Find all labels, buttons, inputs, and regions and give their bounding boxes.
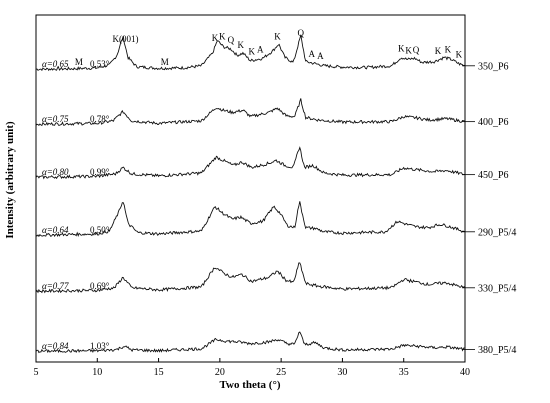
series-line	[35, 146, 465, 180]
peak-annotations: MK(001)MK K QKK AK QA AK K Q K KK	[75, 28, 463, 67]
series-name-label: 290_P5/4	[478, 227, 516, 238]
x-tick-label: 35	[399, 367, 409, 378]
x-tick-label: 30	[337, 367, 347, 378]
peak-label: Q	[298, 28, 305, 38]
plot-frame	[35, 14, 466, 363]
peak-label: K	[435, 46, 442, 56]
alpha-label: α=0.75	[42, 114, 69, 124]
peak-label: K	[237, 40, 244, 50]
axes: 5 10 15 20 25 30 35 40	[34, 14, 470, 378]
x-tick-label: 40	[460, 367, 470, 378]
peak-label: K(001)	[112, 34, 138, 44]
angle-label: 0.50°	[90, 225, 110, 235]
peak-label: A	[257, 45, 264, 55]
alpha-label: α=0.65	[42, 59, 69, 69]
x-tick-label: 15	[154, 367, 164, 378]
alpha-label: α=0.64	[42, 225, 69, 235]
series-name-label: 330_P5/4	[478, 283, 516, 294]
series-name-label: 350_P6	[478, 61, 509, 72]
series-name-label: 450_P6	[478, 170, 509, 181]
x-tick-label: 20	[215, 367, 225, 378]
angle-label: 0.78°	[90, 114, 110, 124]
peak-label: M	[75, 57, 83, 67]
angle-label: 0.53°	[90, 59, 110, 69]
peak-label: A	[309, 49, 316, 59]
peak-label: K	[248, 47, 255, 57]
peak-label: Q	[228, 35, 235, 45]
x-tick-label: 5	[34, 367, 39, 378]
series-line	[35, 98, 465, 127]
peak-label: K	[219, 32, 226, 42]
peak-label: K	[212, 33, 219, 43]
peak-label: Q	[413, 45, 420, 55]
peak-label: K	[445, 44, 452, 54]
alpha-label: α=0.77	[42, 281, 69, 291]
peak-label: M	[161, 57, 169, 67]
series-name-label: 400_P6	[478, 117, 509, 128]
angle-label: 0.99°	[90, 167, 110, 177]
series-line	[35, 331, 465, 354]
angle-label: 1.03°	[90, 341, 110, 351]
alpha-label: α=0.80	[42, 167, 69, 177]
y-axis-title: Intensity (arbitrary unit)	[4, 121, 16, 239]
x-axis-title: Two theta (°)	[219, 379, 280, 391]
x-tick-label: 10	[92, 367, 102, 378]
series-line	[35, 262, 465, 294]
peak-label: K	[456, 50, 463, 60]
series-name-label: 380_P5/4	[478, 345, 516, 356]
series-line	[35, 201, 465, 238]
peak-label: K	[405, 45, 412, 55]
peak-label: K	[398, 43, 405, 53]
angle-label: 0.69°	[90, 281, 110, 291]
peak-label: K	[274, 31, 281, 41]
series-line	[35, 34, 465, 72]
alpha-label: α=0.84	[42, 341, 69, 351]
series-group: 350_P6 α=0.65 0.53° 400_P6 α=0.75 0.78° 450_P6…	[35, 34, 516, 356]
x-tick-label: 25	[276, 367, 286, 378]
peak-label: A	[317, 51, 324, 61]
